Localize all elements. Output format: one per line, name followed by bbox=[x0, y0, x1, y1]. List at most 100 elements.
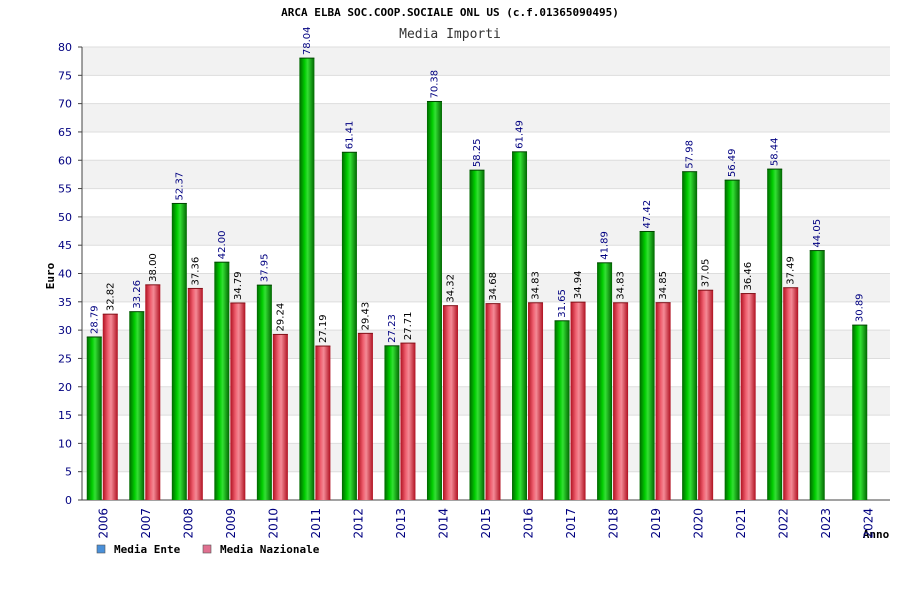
bar-ente bbox=[299, 58, 315, 500]
x-tick-label: 2013 bbox=[394, 508, 408, 539]
y-tick-label: 45 bbox=[58, 239, 72, 252]
x-tick-label: 2021 bbox=[734, 508, 748, 539]
data-label: 29.43 bbox=[360, 302, 371, 331]
bar-nazionale bbox=[570, 302, 586, 500]
grid-band bbox=[82, 188, 890, 217]
y-tick-label: 25 bbox=[58, 352, 72, 365]
bar-ente bbox=[639, 231, 655, 500]
x-tick-label: 2020 bbox=[692, 508, 706, 539]
data-label: 57.98 bbox=[685, 140, 696, 169]
bar-nazionale bbox=[613, 302, 629, 500]
data-label: 37.49 bbox=[786, 256, 797, 285]
legend: Media Ente Media Nazionale bbox=[96, 543, 320, 556]
legend-label: Media Ente bbox=[114, 543, 181, 556]
bar-nazionale bbox=[315, 346, 331, 500]
x-tick-label: 2016 bbox=[522, 508, 536, 539]
bar-ente bbox=[171, 203, 187, 500]
data-label: 38.00 bbox=[148, 253, 159, 282]
bar-nazionale bbox=[272, 334, 288, 500]
x-tick-label: 2014 bbox=[436, 508, 450, 539]
data-label: 27.71 bbox=[403, 311, 414, 340]
x-axis-label: Anno bbox=[863, 528, 890, 541]
bar-nazionale bbox=[783, 287, 799, 500]
bar-nazionale bbox=[400, 343, 416, 500]
y-tick-label: 80 bbox=[58, 41, 72, 54]
x-tick-label: 2011 bbox=[309, 508, 323, 539]
grid-band bbox=[82, 160, 890, 189]
data-label: 27.19 bbox=[318, 314, 329, 343]
data-label: 27.23 bbox=[387, 314, 398, 343]
bar-nazionale bbox=[698, 290, 714, 500]
legend-label: Media Nazionale bbox=[220, 543, 320, 556]
x-tick-label: 2009 bbox=[224, 508, 238, 539]
bar-ente bbox=[214, 262, 230, 500]
bar-ente bbox=[469, 170, 485, 501]
data-label: 61.41 bbox=[344, 121, 355, 150]
x-tick-label: 2010 bbox=[266, 508, 280, 539]
grid-band bbox=[82, 75, 890, 104]
bar-ente bbox=[512, 151, 528, 501]
y-tick-label: 15 bbox=[58, 409, 72, 422]
data-label: 70.38 bbox=[429, 70, 440, 99]
grid-band bbox=[82, 131, 890, 161]
bar-ente bbox=[809, 250, 825, 500]
legend-swatch bbox=[202, 544, 212, 554]
bar-ente bbox=[597, 262, 613, 500]
data-label: 34.79 bbox=[233, 271, 244, 300]
data-label: 47.42 bbox=[642, 200, 653, 229]
data-label: 34.83 bbox=[616, 271, 627, 300]
bar-nazionale bbox=[442, 305, 458, 500]
y-tick-label: 55 bbox=[58, 183, 72, 196]
data-label: 42.00 bbox=[217, 231, 228, 260]
y-tick-label: 60 bbox=[58, 154, 72, 167]
chart-title: ARCA ELBA SOC.COOP.SOCIALE ONL US (c.f.0… bbox=[281, 6, 619, 19]
data-label: 30.89 bbox=[855, 293, 866, 322]
data-label: 34.32 bbox=[445, 274, 456, 303]
bar-ente bbox=[767, 169, 783, 500]
bar-nazionale bbox=[528, 302, 544, 500]
data-label: 58.25 bbox=[472, 139, 483, 168]
y-tick-label: 0 bbox=[65, 494, 72, 507]
bar-nazionale bbox=[187, 288, 203, 500]
data-label: 37.95 bbox=[259, 253, 270, 282]
data-label: 56.49 bbox=[727, 148, 738, 177]
bar-nazionale bbox=[655, 302, 671, 500]
plot-area: 0 5 10 15 20 25 30 35 40 45 50 55 60 65 70 75 80 28.79 32.… bbox=[58, 26, 890, 539]
bar-nazionale bbox=[102, 314, 118, 500]
data-label: 41.89 bbox=[600, 231, 611, 260]
legend-swatch bbox=[96, 544, 106, 554]
data-label: 33.26 bbox=[132, 280, 143, 309]
y-tick-label: 20 bbox=[58, 381, 72, 394]
grid-band bbox=[82, 47, 890, 76]
bar-ente bbox=[554, 320, 570, 500]
data-label: 36.46 bbox=[743, 262, 754, 291]
data-label: 37.05 bbox=[701, 259, 712, 288]
data-label: 34.94 bbox=[573, 271, 584, 300]
y-tick-label: 75 bbox=[58, 69, 72, 82]
y-axis-label: Euro bbox=[44, 262, 57, 289]
data-label: 29.24 bbox=[275, 303, 286, 332]
x-tick-label: 2012 bbox=[351, 508, 365, 539]
y-tick-label: 30 bbox=[58, 324, 72, 337]
data-label: 28.79 bbox=[89, 305, 100, 334]
bar-ente bbox=[852, 325, 868, 500]
data-label: 34.83 bbox=[531, 271, 542, 300]
data-label: 31.65 bbox=[557, 289, 568, 318]
x-tick-label: 2024 bbox=[862, 508, 876, 539]
x-tick-label: 2018 bbox=[607, 508, 621, 539]
x-tick-label: 2015 bbox=[479, 508, 493, 539]
data-label: 52.37 bbox=[174, 172, 185, 201]
y-tick-label: 50 bbox=[58, 211, 72, 224]
y-tick-label: 10 bbox=[58, 437, 72, 450]
bar-nazionale bbox=[145, 284, 161, 500]
y-tick-label: 5 bbox=[65, 466, 72, 479]
bar-ente bbox=[256, 285, 272, 500]
bar-nazionale bbox=[357, 333, 373, 500]
bar-ente bbox=[426, 101, 442, 500]
grid-band bbox=[82, 216, 890, 246]
y-tick-label: 40 bbox=[58, 268, 72, 281]
bar-ente bbox=[724, 180, 740, 501]
data-label: 78.04 bbox=[302, 26, 313, 55]
x-tick-label: 2023 bbox=[819, 508, 833, 539]
